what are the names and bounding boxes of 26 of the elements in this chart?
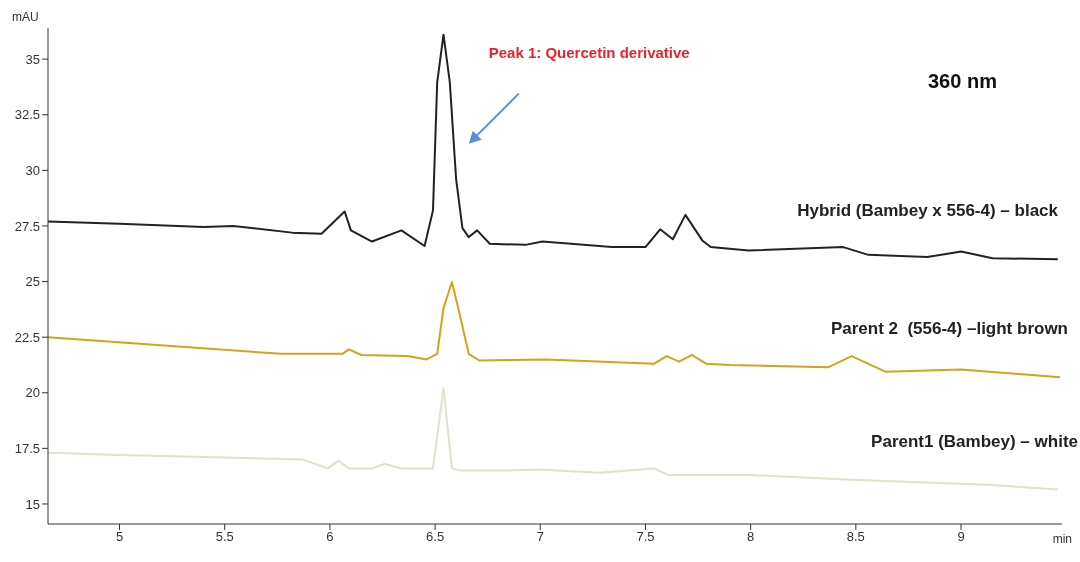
x-tick-label: 6.5 <box>426 529 445 545</box>
y-tick-label: 17.5 <box>14 440 40 456</box>
x-tick-label: 9 <box>957 529 965 545</box>
x-axis-title: min <box>1052 532 1072 546</box>
x-tick-label: 7 <box>536 529 544 545</box>
y-tick-label: 25 <box>25 274 40 290</box>
annotation: 360 nm <box>928 70 997 93</box>
x-tick-label: 5 <box>115 529 124 545</box>
series-label: Hybrid (Bambey x 556-4) – black <box>797 201 1058 222</box>
y-tick-label: 15 <box>25 496 40 512</box>
y-tick-label: 30 <box>25 162 40 178</box>
y-tick-label: 32.5 <box>14 107 40 123</box>
series-label: Parent1 (Bambey) – white <box>871 431 1078 452</box>
line-series <box>48 33 1059 261</box>
annotation: Peak 1: Quercetin derivative <box>488 43 690 61</box>
series-label: Parent 2 (556-4) –light brown <box>830 319 1068 340</box>
y-tick-label: 27.5 <box>14 218 40 234</box>
x-tick-label: 5.5 <box>215 529 234 545</box>
y-tick-label: 20 <box>25 385 40 401</box>
x-tick-label: 8 <box>747 529 755 545</box>
y-tick-label: 35 <box>25 51 40 67</box>
x-tick-label: 7.5 <box>636 529 655 545</box>
y-tick-label: 22.5 <box>14 329 40 345</box>
y-axis-title: mAU <box>12 10 39 24</box>
x-tick-label: 8.5 <box>846 529 865 545</box>
x-tick-label: 6 <box>326 529 334 545</box>
